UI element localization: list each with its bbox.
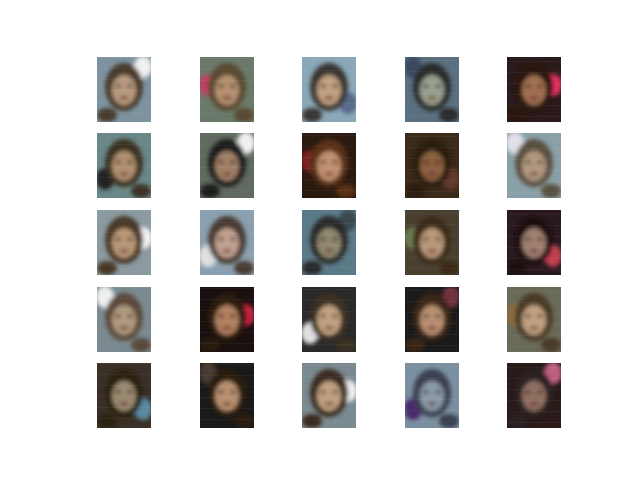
generated-face-sample [405, 287, 459, 352]
face-image [405, 133, 459, 198]
face-image [97, 57, 151, 122]
face-image [200, 57, 254, 122]
face-image [405, 363, 459, 428]
generated-face-sample [97, 363, 151, 428]
face-image [405, 287, 459, 352]
face-image [302, 363, 356, 428]
generated-face-sample [97, 210, 151, 275]
face-image [507, 210, 561, 275]
generated-face-sample [200, 57, 254, 122]
face-image [405, 57, 459, 122]
face-image [200, 363, 254, 428]
face-image [507, 57, 561, 122]
face-image [97, 363, 151, 428]
generated-face-sample [507, 287, 561, 352]
face-image [200, 210, 254, 275]
generated-face-sample [507, 57, 561, 122]
generated-face-sample [200, 133, 254, 198]
face-image [97, 133, 151, 198]
generated-face-sample [302, 57, 356, 122]
face-image [200, 133, 254, 198]
generated-face-sample [507, 363, 561, 428]
generated-face-sample [507, 210, 561, 275]
face-image [302, 133, 356, 198]
generated-face-sample [405, 57, 459, 122]
generated-face-sample [405, 133, 459, 198]
generated-face-sample [405, 363, 459, 428]
generated-face-sample [97, 57, 151, 122]
face-image [405, 210, 459, 275]
generated-face-sample [405, 210, 459, 275]
generated-face-sample [200, 287, 254, 352]
generated-face-sample [302, 210, 356, 275]
face-image [97, 210, 151, 275]
face-image [507, 133, 561, 198]
face-image [200, 287, 254, 352]
face-image [302, 57, 356, 122]
generated-face-sample [507, 133, 561, 198]
generated-face-sample [97, 287, 151, 352]
generated-face-sample [200, 210, 254, 275]
generated-face-sample [302, 133, 356, 198]
generated-face-sample [200, 363, 254, 428]
face-image [97, 287, 151, 352]
face-image [507, 363, 561, 428]
face-image [507, 287, 561, 352]
generated-face-sample [97, 133, 151, 198]
generated-face-sample [302, 287, 356, 352]
face-image [302, 210, 356, 275]
face-image [302, 287, 356, 352]
generated-face-sample [302, 363, 356, 428]
